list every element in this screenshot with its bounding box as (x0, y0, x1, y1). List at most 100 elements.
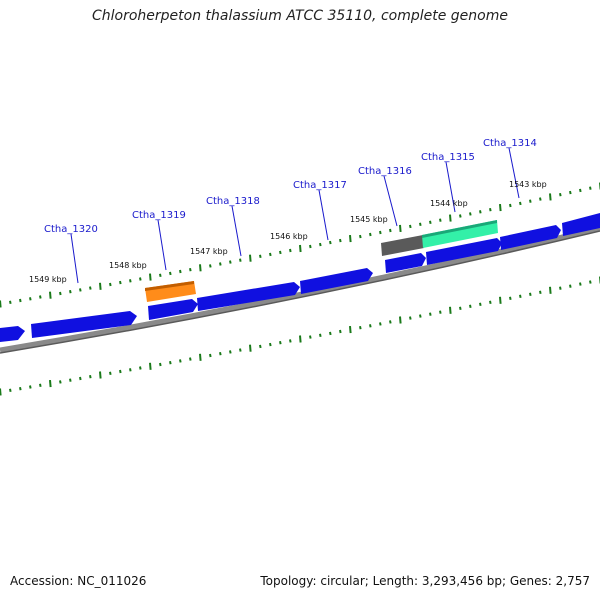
inner-track-minor-tick (69, 378, 72, 382)
highlight-feature-teal[interactable] (422, 220, 498, 248)
outer-track-minor-tick (509, 203, 512, 208)
inner-track-minor-tick (209, 353, 212, 358)
gene-feature-ctha-1315[interactable] (426, 238, 502, 265)
outer-track-minor-tick (259, 254, 262, 258)
inner-track-minor-tick (309, 335, 312, 339)
gene-label-ctha-1314[interactable]: Ctha_1314 (483, 138, 537, 149)
inner-track-major-tick (399, 316, 402, 324)
outer-track-major-tick (99, 282, 102, 290)
gene-feature-ctha-1317[interactable] (300, 268, 373, 294)
inner-track-minor-tick (519, 294, 522, 298)
inner-track-major-tick (0, 388, 2, 396)
gene-feature-ctha-1316[interactable] (385, 253, 426, 273)
outer-track-minor-tick (139, 277, 142, 281)
outer-tick-track (0, 182, 600, 308)
outer-track-minor-tick (409, 224, 412, 229)
outer-track-minor-tick (169, 271, 172, 276)
inner-track-minor-tick (179, 359, 182, 363)
gene-label-ctha-1320[interactable]: Ctha_1320 (44, 224, 98, 235)
outer-track-minor-tick (569, 190, 572, 195)
gene-feature-ctha-1320[interactable] (31, 311, 137, 338)
outer-track-minor-tick (459, 214, 462, 218)
outer-track-minor-tick (389, 228, 392, 233)
gene-feature-ctha-1319[interactable] (148, 299, 198, 320)
highlight-feature-teal-edge (422, 220, 497, 238)
inner-track-minor-tick (159, 362, 162, 367)
inner-track-minor-tick (459, 306, 462, 310)
inner-track-minor-tick (189, 357, 192, 361)
outer-track-minor-tick (29, 297, 32, 301)
outer-track-major-tick (49, 291, 52, 299)
outer-track-minor-tick (589, 186, 592, 190)
inner-track-minor-tick (9, 388, 12, 392)
accession-text: Accession: NC_011026 (10, 574, 147, 588)
outer-track-minor-tick (529, 199, 532, 203)
outer-track-minor-tick (579, 188, 582, 193)
highlight-feature-orange-edge (145, 281, 194, 291)
inner-track-minor-tick (289, 339, 292, 343)
highlight-feature-gray[interactable] (381, 235, 424, 256)
inner-track-major-tick (99, 371, 102, 379)
outer-track-minor-tick (209, 264, 212, 268)
inner-track-minor-tick (569, 284, 572, 288)
outer-track-minor-tick (429, 220, 432, 224)
gene-feature-ctha-1314[interactable] (500, 225, 561, 250)
outer-track-major-tick (349, 235, 352, 243)
outer-track-major-tick (149, 273, 152, 281)
inner-track-minor-tick (419, 314, 422, 318)
inner-track-major-tick (49, 380, 52, 388)
tick-label-1547: 1547 kbp (190, 247, 228, 256)
inner-track-minor-tick (259, 344, 262, 349)
inner-track-major-tick (199, 353, 202, 361)
outer-track-minor-tick (279, 250, 282, 255)
outer-track-minor-tick (469, 212, 472, 216)
gene-feature-right-edge[interactable] (562, 213, 600, 236)
outer-track-minor-tick (339, 238, 342, 243)
outer-track-minor-tick (479, 210, 482, 214)
outer-track-minor-tick (419, 222, 422, 226)
inner-tick-track (0, 276, 600, 396)
outer-track-minor-tick (19, 298, 22, 303)
outer-track-minor-tick (539, 197, 542, 201)
inner-track-minor-tick (329, 331, 332, 336)
genome-backbone-shadow (0, 230, 600, 354)
genome-info-text: Topology: circular; Length: 3,293,456 bp… (260, 574, 590, 588)
inner-track-major-tick (149, 362, 152, 370)
outer-track-minor-tick (369, 232, 372, 237)
tick-label-1549: 1549 kbp (29, 275, 67, 284)
tick-label-1543: 1543 kbp (509, 180, 547, 189)
outer-track-minor-tick (219, 262, 222, 266)
outer-track-minor-tick (329, 240, 332, 245)
inner-track-minor-tick (79, 376, 82, 381)
gene-label-ctha-1317[interactable]: Ctha_1317 (293, 180, 347, 191)
outer-track-minor-tick (519, 201, 522, 206)
gene-feature-left-edge[interactable] (0, 326, 25, 342)
outer-track-major-tick (0, 300, 2, 308)
inner-track-major-tick (449, 306, 452, 314)
gene-label-ctha-1319[interactable]: Ctha_1319 (132, 210, 186, 221)
outer-track-minor-tick (289, 248, 292, 253)
outer-track-minor-tick (239, 258, 242, 262)
gene-label-ctha-1316[interactable]: Ctha_1316 (358, 166, 412, 177)
gene-label-ctha-1315[interactable]: Ctha_1315 (421, 152, 475, 163)
outer-track-minor-tick (129, 279, 132, 283)
inner-track-minor-tick (139, 366, 142, 370)
inner-track-minor-tick (359, 326, 362, 330)
outer-track-major-tick (499, 204, 502, 212)
inner-track-minor-tick (429, 312, 432, 316)
gene-feature-ctha-1318[interactable] (197, 282, 300, 311)
gene-label-ctha-1318[interactable]: Ctha_1318 (206, 196, 260, 207)
inner-track-minor-tick (409, 316, 412, 320)
inner-track-major-tick (299, 335, 302, 343)
outer-track-minor-tick (69, 290, 72, 294)
outer-track-minor-tick (489, 208, 492, 212)
outer-track-minor-tick (79, 288, 82, 292)
inner-track-minor-tick (239, 348, 242, 352)
inner-track-minor-tick (379, 322, 382, 326)
inner-track-minor-tick (589, 280, 592, 284)
outer-track-minor-tick (309, 244, 312, 249)
outer-track-minor-tick (59, 291, 62, 296)
inner-track-major-tick (249, 344, 252, 352)
inner-track-minor-tick (269, 342, 272, 347)
